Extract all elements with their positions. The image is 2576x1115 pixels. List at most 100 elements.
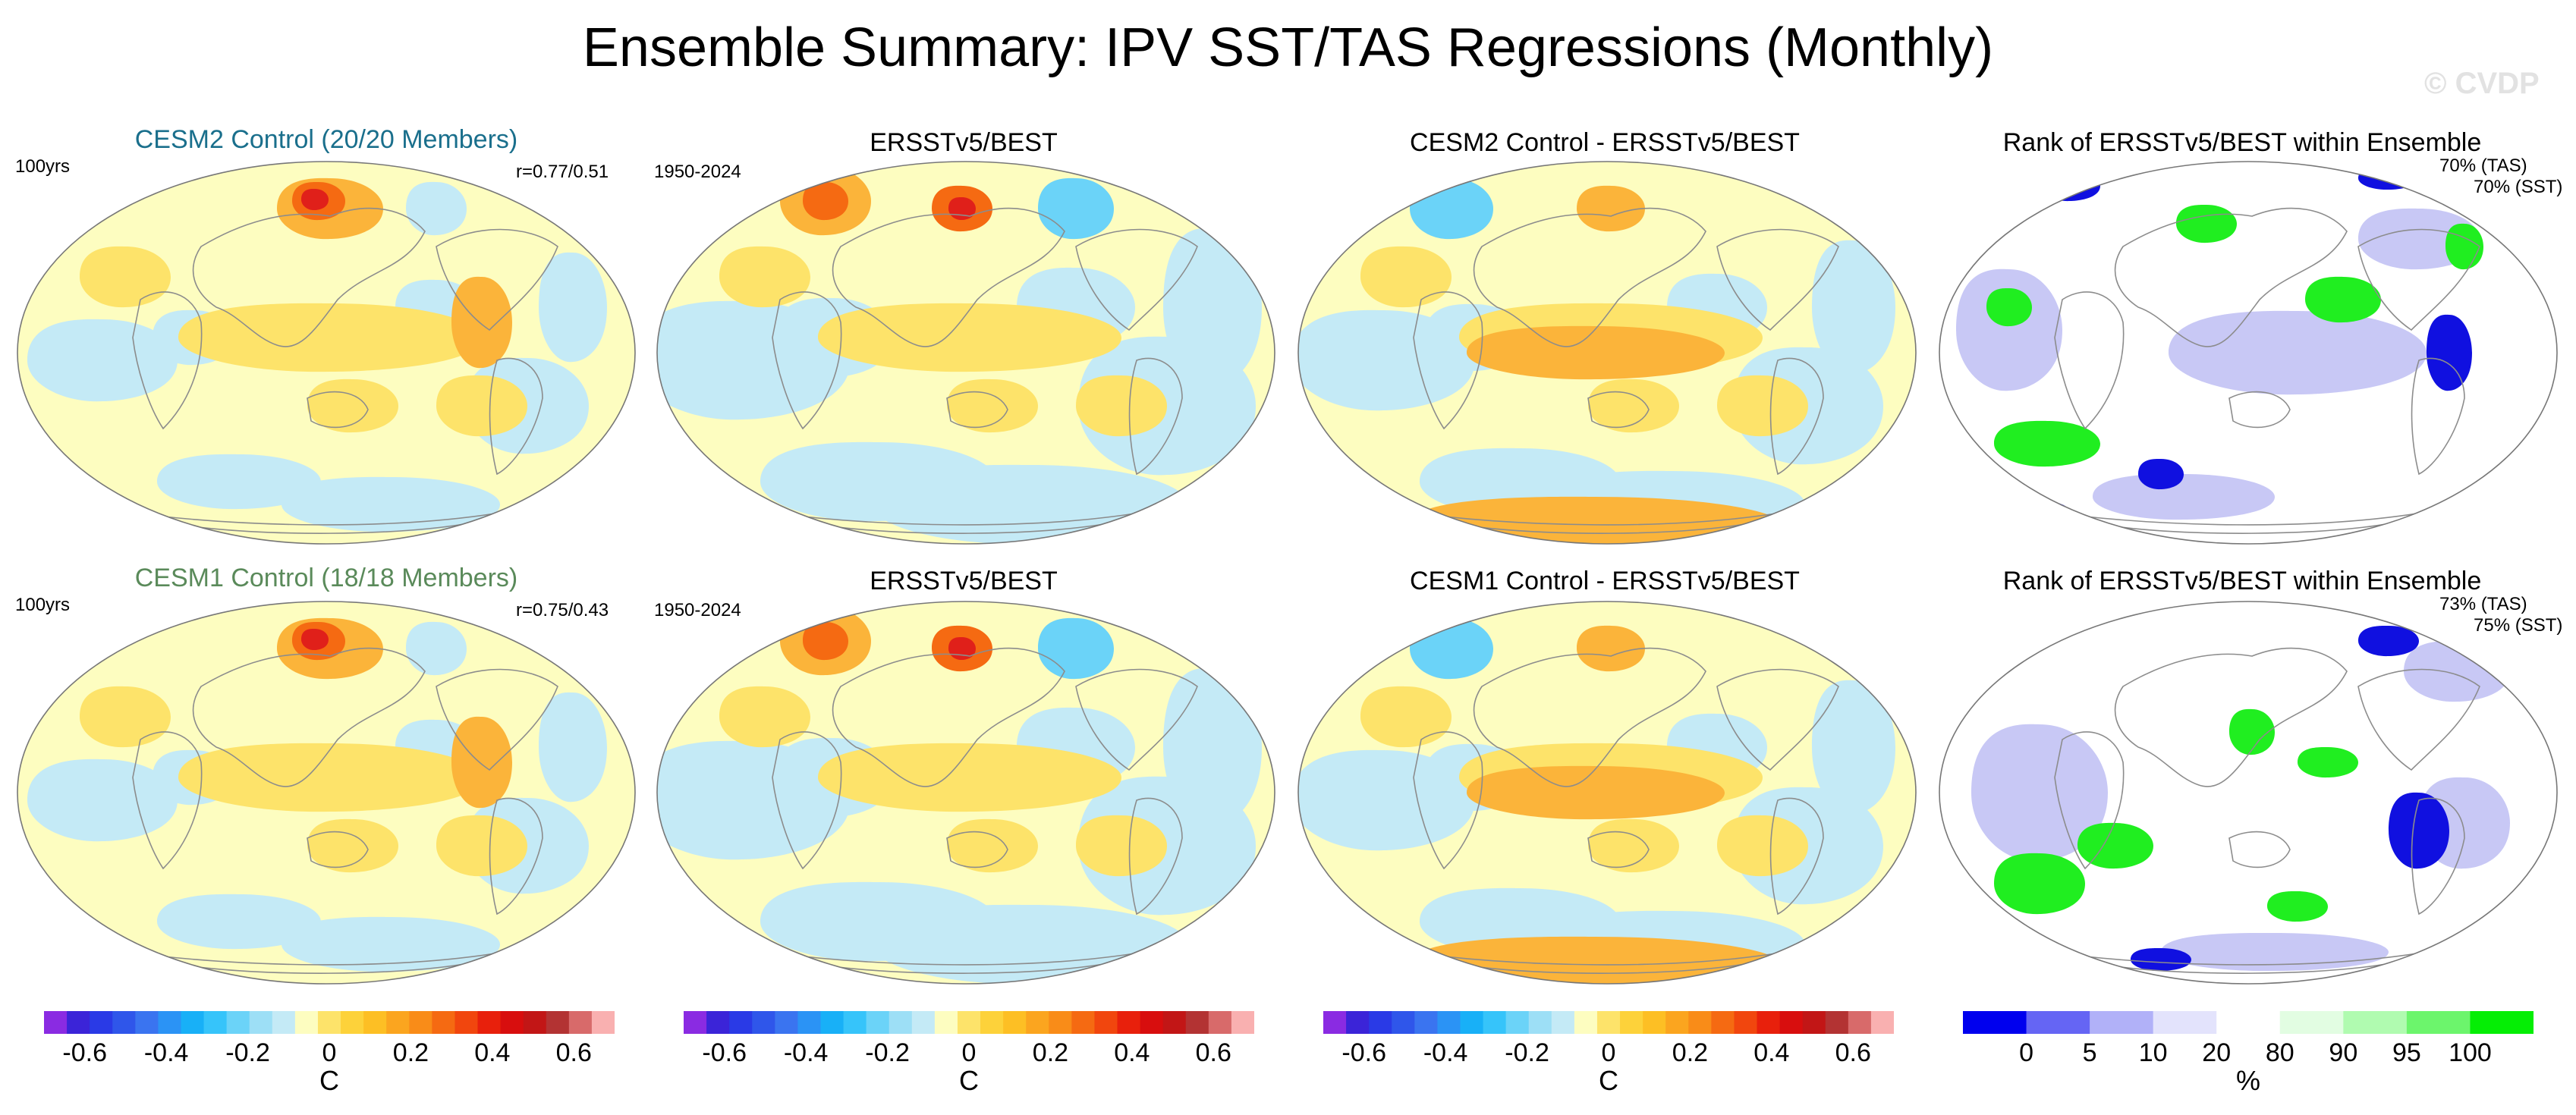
colorbar-swatch: [729, 1011, 753, 1034]
map-r1-p1: [17, 161, 636, 545]
colorbar-swatch: [1162, 1011, 1187, 1034]
colorbar-tick-label: 0.6: [555, 1038, 592, 1067]
colorbar-unit-2: C: [959, 1065, 979, 1096]
colorbar-anomaly-1: [44, 1011, 615, 1034]
colorbar-swatch: [1711, 1011, 1735, 1034]
colorbar-swatch: [1688, 1011, 1712, 1034]
colorbar-swatch: [363, 1011, 387, 1034]
colorbar-swatch: [843, 1011, 867, 1034]
colorbar-swatch: [1665, 1011, 1689, 1034]
panel-left-label-r2-p1: 100yrs: [15, 595, 71, 615]
colorbar-swatch: [2026, 1011, 2090, 1034]
panel-right-label-r1-p1: r=0.77/0.51: [516, 162, 609, 182]
colorbar-tick-label: 0.6: [1835, 1038, 1871, 1067]
colorbar-swatch: [1963, 1011, 2027, 1034]
colorbar-swatch: [2153, 1011, 2217, 1034]
panel-right-label-r2-p4: 73% (TAS): [2439, 594, 2527, 614]
colorbar-swatch: [706, 1011, 730, 1034]
colorbar-swatch: [386, 1011, 410, 1034]
colorbar-swatch: [272, 1011, 296, 1034]
colorbar-tick-label: 80: [2265, 1038, 2294, 1067]
colorbar-swatch: [1071, 1011, 1095, 1034]
colorbar-swatch: [866, 1011, 890, 1034]
colorbar-tick-label: -0.6: [702, 1038, 747, 1067]
colorbar-unit-3: C: [1599, 1065, 1618, 1096]
colorbar-tick-label: 0: [322, 1038, 337, 1067]
colorbar-swatch: [1643, 1011, 1666, 1034]
panel-title-r1-p3: CESM2 Control - ERSSTv5/BEST: [1410, 128, 1800, 157]
colorbar-swatch: [2343, 1011, 2408, 1034]
colorbar-swatch: [1734, 1011, 1758, 1034]
colorbar-tick-label: 0.2: [1672, 1038, 1709, 1067]
colorbar-swatch: [934, 1011, 958, 1034]
colorbar-swatch: [2406, 1011, 2471, 1034]
colorbar-tick-label: 0.6: [1195, 1038, 1231, 1067]
colorbar-tick-label: -0.2: [865, 1038, 910, 1067]
colorbar-swatch: [684, 1011, 707, 1034]
colorbar-swatch: [67, 1011, 90, 1034]
colorbar-swatch: [1117, 1011, 1141, 1034]
colorbar-tick-label: -0.4: [1423, 1038, 1468, 1067]
watermark: © CVDP: [2424, 67, 2540, 100]
map-r2-p3: [1297, 601, 1917, 985]
colorbar-swatch: [2090, 1011, 2154, 1034]
colorbar-tick-label: 20: [2202, 1038, 2232, 1067]
colorbar-tick-label: 90: [2329, 1038, 2358, 1067]
colorbar-swatch: [1185, 1011, 1209, 1034]
page-title: Ensemble Summary: IPV SST/TAS Regression…: [582, 17, 1994, 78]
colorbar-swatch: [1026, 1011, 1049, 1034]
panel-title-r2-p3: CESM1 Control - ERSSTv5/BEST: [1410, 567, 1800, 595]
colorbar-swatch: [591, 1011, 615, 1034]
colorbar-swatch: [1528, 1011, 1552, 1034]
map-r2-p2: [656, 601, 1275, 985]
colorbar-swatch: [432, 1011, 455, 1034]
colorbar-unit-rank: %: [2235, 1065, 2260, 1096]
colorbar-swatch: [90, 1011, 113, 1034]
colorbar-swatch: [797, 1011, 821, 1034]
colorbar-tick-label: -0.2: [1505, 1038, 1549, 1067]
colorbar-swatch: [1870, 1011, 1894, 1034]
colorbar-tick-label: 0.4: [474, 1038, 511, 1067]
colorbar-swatch: [409, 1011, 432, 1034]
colorbar-swatch: [158, 1011, 181, 1034]
colorbar-swatch: [1049, 1011, 1072, 1034]
colorbar-swatch: [2279, 1011, 2344, 1034]
colorbar-swatch: [294, 1011, 319, 1034]
colorbar-swatch: [820, 1011, 845, 1034]
map-r1-p3: [1297, 161, 1917, 545]
colorbar-tick-label: -0.4: [783, 1038, 829, 1067]
colorbar-swatch: [1757, 1011, 1781, 1034]
map-r1-p2: [656, 161, 1275, 545]
colorbar-rank: [1963, 1011, 2534, 1034]
colorbar-tick-label: -0.2: [225, 1038, 270, 1067]
colorbar-tick-label: 0.2: [392, 1038, 429, 1067]
colorbar-tick-label: 95: [2392, 1038, 2421, 1067]
colorbar-swatch: [1392, 1011, 1415, 1034]
map-r2-p4: [1939, 601, 2558, 985]
colorbar-tick-label: 5: [2082, 1038, 2097, 1067]
colorbar-swatch: [249, 1011, 273, 1034]
colorbar-swatch: [568, 1011, 593, 1034]
colorbar-tick-label: 0.4: [1754, 1038, 1790, 1067]
colorbar-swatch: [889, 1011, 913, 1034]
colorbar-tick-label: 0.4: [1114, 1038, 1150, 1067]
colorbar-swatch: [1323, 1011, 1347, 1034]
panel-title-r2-p2: ERSSTv5/BEST: [870, 567, 1058, 595]
colorbar-swatch: [1140, 1011, 1164, 1034]
colorbar-swatch: [911, 1011, 936, 1034]
colorbar-swatch: [203, 1011, 228, 1034]
panel-left-label-r2-p2: 1950-2024: [654, 600, 741, 620]
colorbar-tick-label: -0.6: [1341, 1038, 1386, 1067]
panel-left-label-r1-p1: 100yrs: [15, 156, 71, 177]
panel-title-r1-p2: ERSSTv5/BEST: [870, 128, 1058, 157]
colorbar-swatch: [454, 1011, 479, 1034]
colorbar-swatch: [957, 1011, 981, 1034]
colorbar-swatch: [1779, 1011, 1804, 1034]
colorbar-swatch: [2470, 1011, 2534, 1034]
colorbar-swatch: [523, 1011, 547, 1034]
colorbar-swatch: [752, 1011, 775, 1034]
colorbar-swatch: [317, 1011, 341, 1034]
colorbar-unit-1: C: [319, 1065, 339, 1096]
colorbar-swatch: [112, 1011, 136, 1034]
colorbar-tick-label: 10: [2138, 1038, 2168, 1067]
